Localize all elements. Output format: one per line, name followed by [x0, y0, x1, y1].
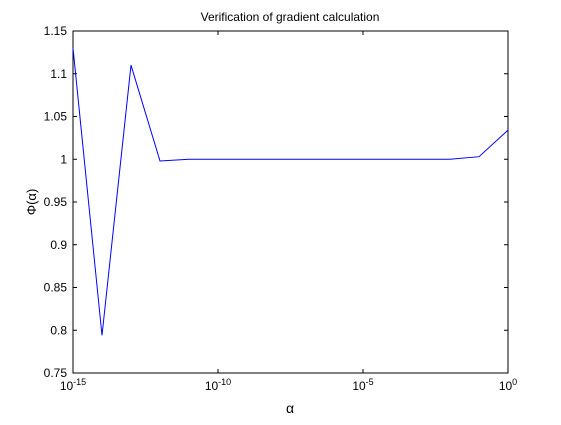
x-tick-label-exponent: 0: [512, 377, 517, 387]
y-tick-label: 1.1: [50, 67, 67, 81]
y-tick-label: 0.95: [44, 195, 68, 209]
y-axis-ticks: 0.75 0.8 0.85 0.9 0.95 1 1.05 1.1 1.15: [44, 24, 508, 380]
x-axis-ticks: 10-15 10-10 10-5 100: [60, 31, 517, 393]
x-axis-label: α: [286, 400, 294, 416]
x-tick-label-base: 10: [499, 379, 513, 393]
x-tick-label-base: 10: [205, 379, 219, 393]
series-line: [72, 48, 509, 336]
x-tick-label-exponent: -15: [73, 377, 86, 387]
x-tick-label-base: 10: [352, 379, 366, 393]
x-tick-label-exponent: -10: [218, 377, 231, 387]
x-tick-label-base: 10: [60, 379, 74, 393]
series-layer: [72, 48, 509, 336]
y-tick-label: 0.85: [44, 281, 68, 295]
y-tick-label: 1.15: [44, 24, 68, 38]
y-tick-label: 1: [60, 152, 67, 166]
y-axis-label: Φ(α): [24, 189, 39, 216]
y-tick-label: 0.75: [44, 366, 68, 380]
axes-box: [72, 30, 509, 374]
y-tick-label: 1.05: [44, 110, 68, 124]
x-tick-label: 10-10: [205, 377, 231, 393]
x-tick-label: 100: [499, 377, 517, 393]
x-tick-label: 10-15: [60, 377, 86, 393]
chart-title: Verification of gradient calculation: [201, 10, 380, 24]
y-tick-label: 0.8: [50, 323, 67, 337]
x-tick-label: 10-5: [352, 377, 373, 393]
y-tick-label: 0.9: [50, 238, 67, 252]
x-tick-label-exponent: -5: [366, 377, 374, 387]
